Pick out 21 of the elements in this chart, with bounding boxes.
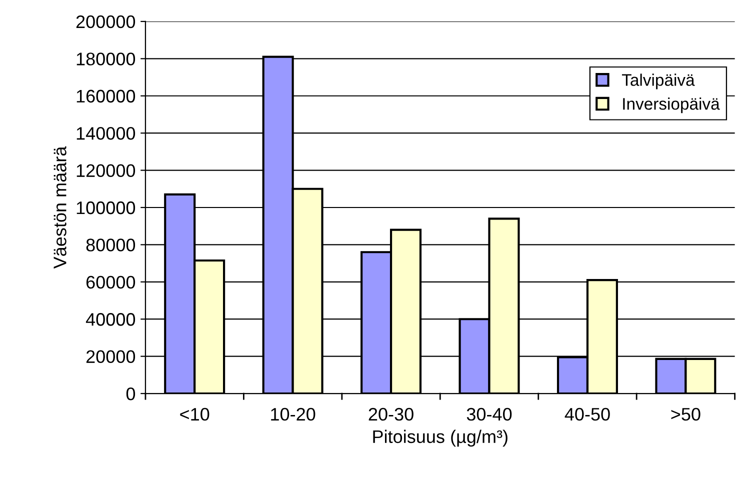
- x-tick-label: 10-20: [271, 408, 316, 421]
- y-tick-label: 140000: [76, 127, 136, 140]
- y-tick-label: 20000: [86, 350, 136, 364]
- y-tick-label: 200000: [76, 15, 136, 28]
- y-tick-label: 100000: [76, 201, 136, 214]
- y-tick-label: 60000: [86, 276, 136, 289]
- x-tick-label: <10: [180, 408, 210, 421]
- legend-label: Inversiopäivä: [623, 98, 720, 114]
- x-tick-label: 20-30: [368, 408, 414, 421]
- x-axis-title: Pitoisuus (µg/m³): [373, 430, 508, 447]
- x-tick-label: >50: [671, 408, 700, 421]
- y-tick-label: 40000: [86, 313, 136, 326]
- y-tick-label: 180000: [76, 52, 136, 66]
- y-tick-label: 120000: [76, 164, 136, 178]
- y-tick-label: 80000: [86, 238, 136, 252]
- x-tick-label: 30-40: [466, 408, 512, 421]
- y-tick-label: 160000: [76, 90, 136, 103]
- y-tick-label: 0: [126, 387, 136, 400]
- y-axis-title: Väestön määrä: [54, 146, 66, 269]
- legend-label: Talvipäivä: [622, 74, 695, 90]
- x-tick-label: 40-50: [564, 408, 610, 421]
